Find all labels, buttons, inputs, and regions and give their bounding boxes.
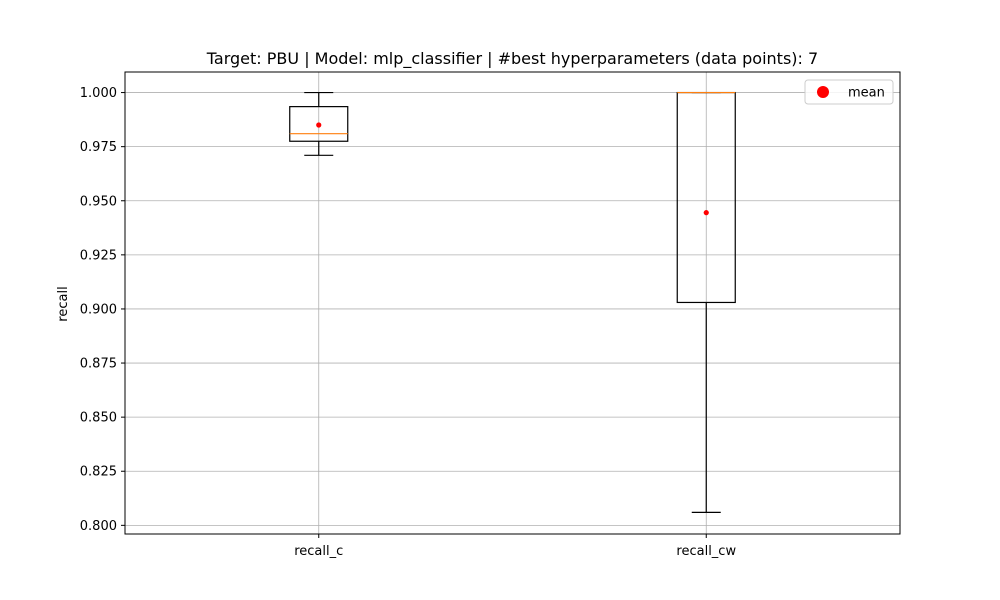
mean-point [316, 122, 322, 128]
box-iqr [289, 106, 349, 142]
plot-frame [124, 71, 901, 535]
y-tick-label: 0.950 [80, 194, 117, 209]
y-tick-label: 0.825 [80, 465, 117, 480]
legend: mean [804, 79, 894, 105]
legend-box [804, 79, 894, 105]
marks-layer [289, 91, 736, 513]
chart-title: Target: PBU | Model: mlp_classifier | #b… [206, 49, 818, 69]
legend-marker-mean [817, 86, 829, 98]
y-tick-label: 0.875 [80, 357, 117, 372]
y-axis-label: recall [56, 286, 71, 321]
y-tick-label: 1.000 [80, 86, 117, 101]
grid-layer [125, 72, 900, 534]
x-tick-label: recall_cw [676, 544, 736, 559]
legend-label-mean: mean [848, 86, 885, 101]
y-tick-label: 0.900 [80, 302, 117, 317]
y-tick-label: 0.850 [80, 411, 117, 426]
mean-point [703, 210, 709, 216]
y-tick-label: 0.925 [80, 248, 117, 263]
y-tick-label: 0.975 [80, 140, 117, 155]
x-tick-label: recall_c [294, 544, 343, 559]
y-tick-label: 0.800 [80, 519, 117, 534]
ticks-layer: 0.800 0.825 0.850 0.875 0.900 0.925 0.950 0.975… [80, 86, 737, 559]
